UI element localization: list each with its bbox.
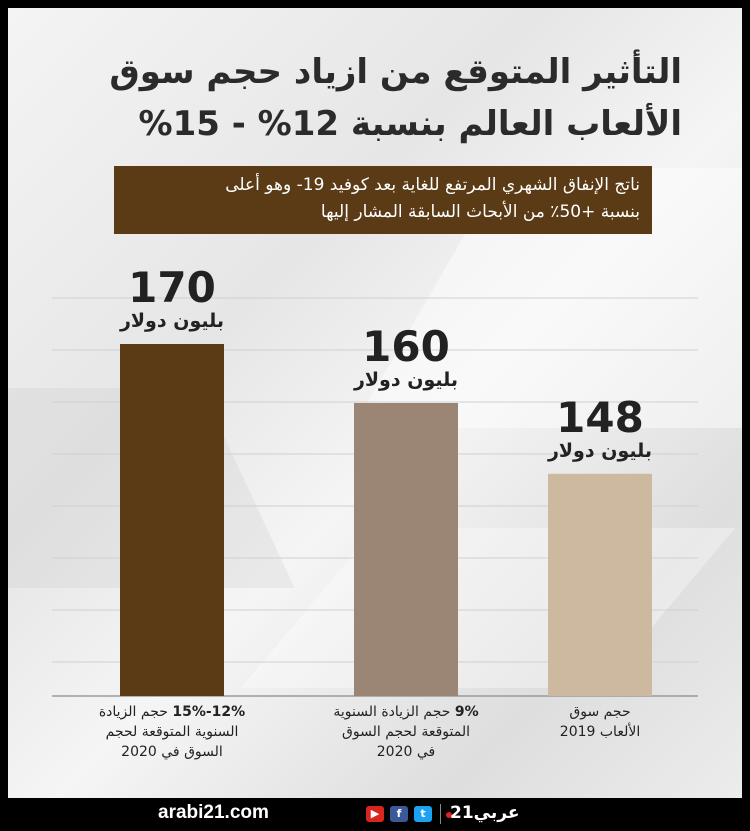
subtitle-box: ناتج الإنفاق الشهري المرتفع للغاية بعد ك… (114, 166, 652, 234)
category-text: حجم سوق (569, 704, 631, 720)
footer-divider (440, 804, 441, 824)
value-unit: بليون دولار (353, 369, 459, 391)
logo-dot-icon (446, 812, 452, 818)
arabi21-logo[interactable]: عربي21 (450, 803, 520, 823)
bar-chart (52, 297, 698, 697)
value-number: 148 (556, 392, 644, 442)
youtube-icon[interactable]: ▶ (366, 806, 384, 822)
category-label-3: حجم سوق الألعاب 2019 (500, 702, 700, 742)
category-percent: 12%-15% (172, 704, 246, 720)
category-text: حجم الزيادة السنوية (333, 704, 455, 720)
category-text: حجم الزيادة (98, 704, 173, 720)
value-number: 160 (362, 322, 450, 371)
title-line-2: الألعاب العالم بنسبة 12% - 15% (138, 104, 682, 144)
category-line-1: 9% حجم الزيادة السنوية (306, 702, 506, 722)
category-line-2: السنوية المتوقعة لحجم (105, 724, 239, 740)
facebook-icon[interactable]: f (390, 806, 408, 822)
category-percent: 9% (454, 704, 479, 720)
value-label-3: 148 بليون دولار (500, 392, 700, 462)
twitter-icon[interactable]: t (414, 806, 432, 822)
subtitle-line-2: بنسبة +50٪ من الأبحاث السابقة المشار إلي… (320, 202, 640, 222)
category-line-3: في 2020 (376, 744, 436, 760)
category-line-3: السوق في 2020 (121, 744, 223, 760)
value-label-1: 170 بليون دولار (72, 263, 272, 333)
infographic-frame: التأثير المتوقع من ازياد حجم سوق الألعاب… (8, 8, 742, 798)
category-label-2: 9% حجم الزيادة السنوية المتوقعة لحجم السو… (306, 702, 506, 762)
title-line-1: التأثير المتوقع من ازياد حجم سوق (109, 52, 682, 92)
value-number: 170 (128, 263, 216, 312)
bar-3 (548, 473, 652, 696)
bar-1 (120, 344, 224, 696)
brand-url[interactable]: arabi21.com (158, 802, 269, 823)
value-label-2: 160 بليون دولار (306, 322, 506, 392)
value-unit: بليون دولار (547, 439, 653, 462)
category-line-2: الألعاب 2019 (559, 724, 641, 740)
category-line-2: المتوقعة لحجم السوق (342, 724, 470, 740)
value-unit: بليون دولار (119, 310, 225, 332)
category-line-1: حجم سوق (500, 702, 700, 722)
footer-bar: arabi21.com ▶ f t عربي21 (8, 798, 742, 831)
category-line-1: 12%-15% حجم الزيادة (72, 702, 272, 722)
chart-title: التأثير المتوقع من ازياد حجم سوق الألعاب… (42, 46, 682, 150)
bar-2 (354, 403, 458, 696)
category-label-1: 12%-15% حجم الزيادة السنوية المتوقعة لحجم… (72, 702, 272, 762)
subtitle-line-1: ناتج الإنفاق الشهري المرتفع للغاية بعد ك… (225, 175, 640, 195)
